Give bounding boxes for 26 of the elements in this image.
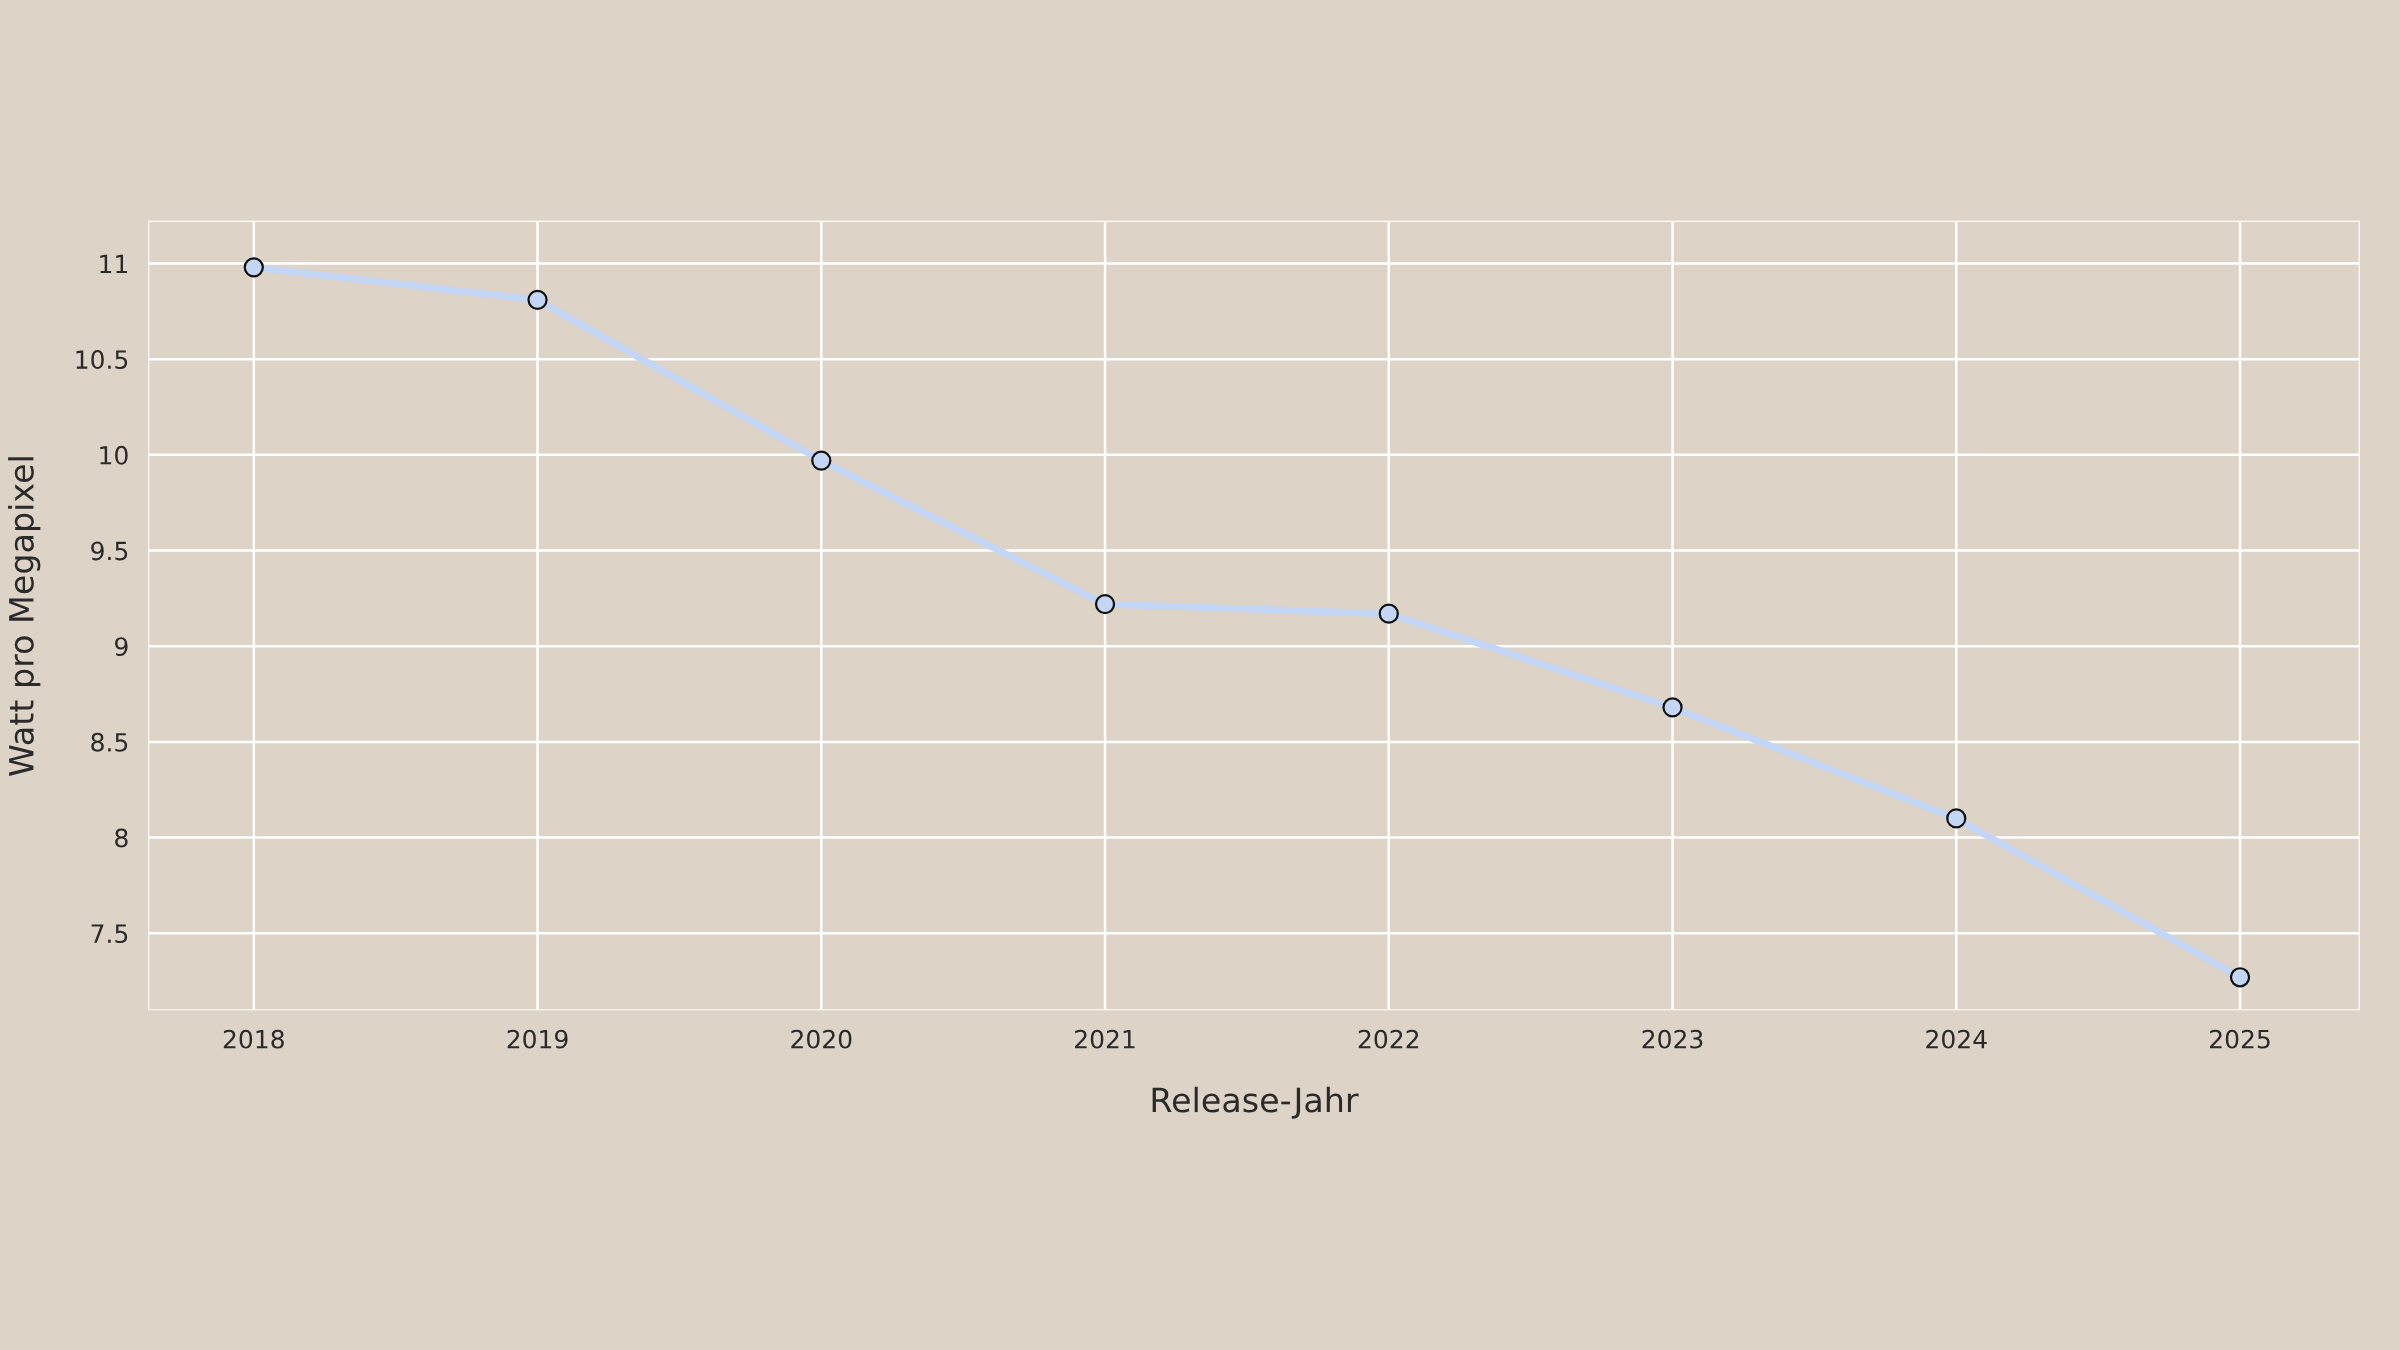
point <box>243 257 264 278</box>
x-tick-label: 2022 <box>1358 1029 1419 1049</box>
x-tick-label: 2025 <box>2210 1029 2270 1049</box>
y-tick-label: 9.5 <box>91 541 128 561</box>
point <box>1094 593 1116 615</box>
y-tick-label: 11 <box>100 254 128 273</box>
point <box>1946 808 1967 829</box>
x-tick-label: 2020 <box>791 1029 852 1049</box>
y-axis-title: Watt pro Megapixel <box>8 457 41 776</box>
y-tick-label: 9 <box>115 637 128 657</box>
y-tick-label: 8.5 <box>91 732 128 752</box>
y-tick-label: 7.5 <box>91 924 128 944</box>
x-tick-label: 2018 <box>223 1029 284 1049</box>
y-tick-label: 10 <box>100 445 128 465</box>
point <box>811 450 832 471</box>
point <box>527 289 548 310</box>
y-tick-label: 8 <box>115 828 128 848</box>
x-tick-label: 2019 <box>507 1029 568 1049</box>
x-tick-label: 2023 <box>1642 1029 1703 1049</box>
x-axis-title: Release-Jahr <box>1152 1086 1359 1119</box>
x-tick-label: 2021 <box>1075 1029 1135 1049</box>
y-tick-label: 10.5 <box>76 350 128 370</box>
point <box>1662 697 1683 718</box>
point <box>2229 967 2251 988</box>
point <box>1378 603 1399 624</box>
x-tick-label: 2024 <box>1926 1029 1987 1049</box>
